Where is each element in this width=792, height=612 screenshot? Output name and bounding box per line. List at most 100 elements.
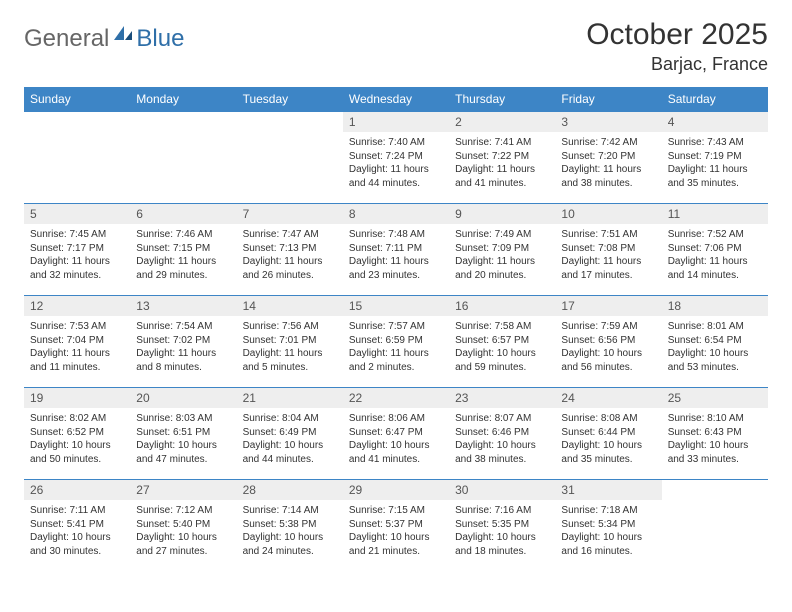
day-number: 4: [662, 112, 768, 132]
day-details: Sunrise: 7:45 AMSunset: 7:17 PMDaylight:…: [24, 224, 130, 288]
calendar-cell: 18Sunrise: 8:01 AMSunset: 6:54 PMDayligh…: [662, 296, 768, 388]
calendar-cell: 4Sunrise: 7:43 AMSunset: 7:19 PMDaylight…: [662, 112, 768, 204]
day-number: 8: [343, 204, 449, 224]
day-number: 6: [130, 204, 236, 224]
calendar-cell: 14Sunrise: 7:56 AMSunset: 7:01 PMDayligh…: [237, 296, 343, 388]
day-details: Sunrise: 8:02 AMSunset: 6:52 PMDaylight:…: [24, 408, 130, 472]
sunrise-line: Sunrise: 7:16 AM: [455, 504, 549, 518]
sunset-line: Sunset: 6:57 PM: [455, 334, 549, 348]
calendar-row: 0001Sunrise: 7:40 AMSunset: 7:24 PMDayli…: [24, 112, 768, 204]
sunrise-line: Sunrise: 7:45 AM: [30, 228, 124, 242]
day-number: 2: [449, 112, 555, 132]
daylight-line: Daylight: 10 hours and 44 minutes.: [243, 439, 337, 466]
day-details: Sunrise: 7:52 AMSunset: 7:06 PMDaylight:…: [662, 224, 768, 288]
calendar-cell: 25Sunrise: 8:10 AMSunset: 6:43 PMDayligh…: [662, 388, 768, 480]
calendar-cell: 0: [24, 112, 130, 204]
day-number: 19: [24, 388, 130, 408]
sunset-line: Sunset: 6:44 PM: [561, 426, 655, 440]
daylight-line: Daylight: 11 hours and 35 minutes.: [668, 163, 762, 190]
daylight-line: Daylight: 11 hours and 14 minutes.: [668, 255, 762, 282]
day-details: Sunrise: 7:49 AMSunset: 7:09 PMDaylight:…: [449, 224, 555, 288]
sunrise-line: Sunrise: 7:11 AM: [30, 504, 124, 518]
daylight-line: Daylight: 10 hours and 27 minutes.: [136, 531, 230, 558]
sunset-line: Sunset: 7:09 PM: [455, 242, 549, 256]
day-details: Sunrise: 7:14 AMSunset: 5:38 PMDaylight:…: [237, 500, 343, 564]
sunrise-line: Sunrise: 8:10 AM: [668, 412, 762, 426]
sunrise-line: Sunrise: 7:12 AM: [136, 504, 230, 518]
sunrise-line: Sunrise: 8:01 AM: [668, 320, 762, 334]
day-number: 29: [343, 480, 449, 500]
sunrise-line: Sunrise: 7:56 AM: [243, 320, 337, 334]
calendar-cell: 2Sunrise: 7:41 AMSunset: 7:22 PMDaylight…: [449, 112, 555, 204]
sunset-line: Sunset: 6:59 PM: [349, 334, 443, 348]
logo-text-blue: Blue: [136, 25, 184, 53]
sunrise-line: Sunrise: 7:43 AM: [668, 136, 762, 150]
day-details: Sunrise: 7:41 AMSunset: 7:22 PMDaylight:…: [449, 132, 555, 196]
sunrise-line: Sunrise: 7:54 AM: [136, 320, 230, 334]
sunrise-line: Sunrise: 8:08 AM: [561, 412, 655, 426]
day-number: 5: [24, 204, 130, 224]
sunset-line: Sunset: 7:04 PM: [30, 334, 124, 348]
sunrise-line: Sunrise: 7:18 AM: [561, 504, 655, 518]
day-details: Sunrise: 7:12 AMSunset: 5:40 PMDaylight:…: [130, 500, 236, 564]
sunrise-line: Sunrise: 8:03 AM: [136, 412, 230, 426]
calendar-cell: 20Sunrise: 8:03 AMSunset: 6:51 PMDayligh…: [130, 388, 236, 480]
daylight-line: Daylight: 11 hours and 44 minutes.: [349, 163, 443, 190]
day-details: Sunrise: 7:48 AMSunset: 7:11 PMDaylight:…: [343, 224, 449, 288]
daylight-line: Daylight: 10 hours and 41 minutes.: [349, 439, 443, 466]
daylight-line: Daylight: 10 hours and 18 minutes.: [455, 531, 549, 558]
weekday-header: Thursday: [449, 87, 555, 112]
calendar-cell: 9Sunrise: 7:49 AMSunset: 7:09 PMDaylight…: [449, 204, 555, 296]
daylight-line: Daylight: 10 hours and 47 minutes.: [136, 439, 230, 466]
calendar-table: SundayMondayTuesdayWednesdayThursdayFrid…: [24, 87, 768, 572]
calendar-cell: 26Sunrise: 7:11 AMSunset: 5:41 PMDayligh…: [24, 480, 130, 572]
sunset-line: Sunset: 6:43 PM: [668, 426, 762, 440]
day-number: 17: [555, 296, 661, 316]
sunrise-line: Sunrise: 7:49 AM: [455, 228, 549, 242]
sunrise-line: Sunrise: 7:51 AM: [561, 228, 655, 242]
calendar-cell: 29Sunrise: 7:15 AMSunset: 5:37 PMDayligh…: [343, 480, 449, 572]
location-label: Barjac, France: [586, 54, 768, 75]
weekday-header: Sunday: [24, 87, 130, 112]
daylight-line: Daylight: 11 hours and 8 minutes.: [136, 347, 230, 374]
day-number: 21: [237, 388, 343, 408]
sunset-line: Sunset: 7:08 PM: [561, 242, 655, 256]
calendar-row: 19Sunrise: 8:02 AMSunset: 6:52 PMDayligh…: [24, 388, 768, 480]
day-number: 25: [662, 388, 768, 408]
logo-text-general: General: [24, 25, 109, 53]
sunrise-line: Sunrise: 7:46 AM: [136, 228, 230, 242]
day-details: Sunrise: 8:10 AMSunset: 6:43 PMDaylight:…: [662, 408, 768, 472]
daylight-line: Daylight: 10 hours and 56 minutes.: [561, 347, 655, 374]
daylight-line: Daylight: 10 hours and 33 minutes.: [668, 439, 762, 466]
sunrise-line: Sunrise: 7:48 AM: [349, 228, 443, 242]
sunset-line: Sunset: 7:17 PM: [30, 242, 124, 256]
sunset-line: Sunset: 6:51 PM: [136, 426, 230, 440]
calendar-cell: 24Sunrise: 8:08 AMSunset: 6:44 PMDayligh…: [555, 388, 661, 480]
sunrise-line: Sunrise: 8:04 AM: [243, 412, 337, 426]
daylight-line: Daylight: 11 hours and 26 minutes.: [243, 255, 337, 282]
day-number: 24: [555, 388, 661, 408]
daylight-line: Daylight: 11 hours and 5 minutes.: [243, 347, 337, 374]
sunset-line: Sunset: 5:34 PM: [561, 518, 655, 532]
sunset-line: Sunset: 5:37 PM: [349, 518, 443, 532]
sunset-line: Sunset: 7:22 PM: [455, 150, 549, 164]
day-number: 30: [449, 480, 555, 500]
day-number: 23: [449, 388, 555, 408]
sunrise-line: Sunrise: 7:58 AM: [455, 320, 549, 334]
calendar-cell: 16Sunrise: 7:58 AMSunset: 6:57 PMDayligh…: [449, 296, 555, 388]
sunset-line: Sunset: 7:20 PM: [561, 150, 655, 164]
calendar-cell: 21 Sunrise: 8:04 AMSunset: 6:49 PMDayligh…: [237, 388, 343, 480]
calendar-row: 26Sunrise: 7:11 AMSunset: 5:41 PMDayligh…: [24, 480, 768, 572]
daylight-line: Daylight: 10 hours and 24 minutes.: [243, 531, 337, 558]
daylight-line: Daylight: 11 hours and 29 minutes.: [136, 255, 230, 282]
day-number: 15: [343, 296, 449, 316]
calendar-cell: 23Sunrise: 8:07 AMSunset: 6:46 PMDayligh…: [449, 388, 555, 480]
sunset-line: Sunset: 6:49 PM: [243, 426, 337, 440]
calendar-cell: 12Sunrise: 7:53 AMSunset: 7:04 PMDayligh…: [24, 296, 130, 388]
sunrise-line: Sunrise: 7:15 AM: [349, 504, 443, 518]
day-details: Sunrise: 8:01 AMSunset: 6:54 PMDaylight:…: [662, 316, 768, 380]
sunset-line: Sunset: 7:15 PM: [136, 242, 230, 256]
day-number: 14: [237, 296, 343, 316]
day-number: 10: [555, 204, 661, 224]
calendar-cell: 11Sunrise: 7:52 AMSunset: 7:06 PMDayligh…: [662, 204, 768, 296]
